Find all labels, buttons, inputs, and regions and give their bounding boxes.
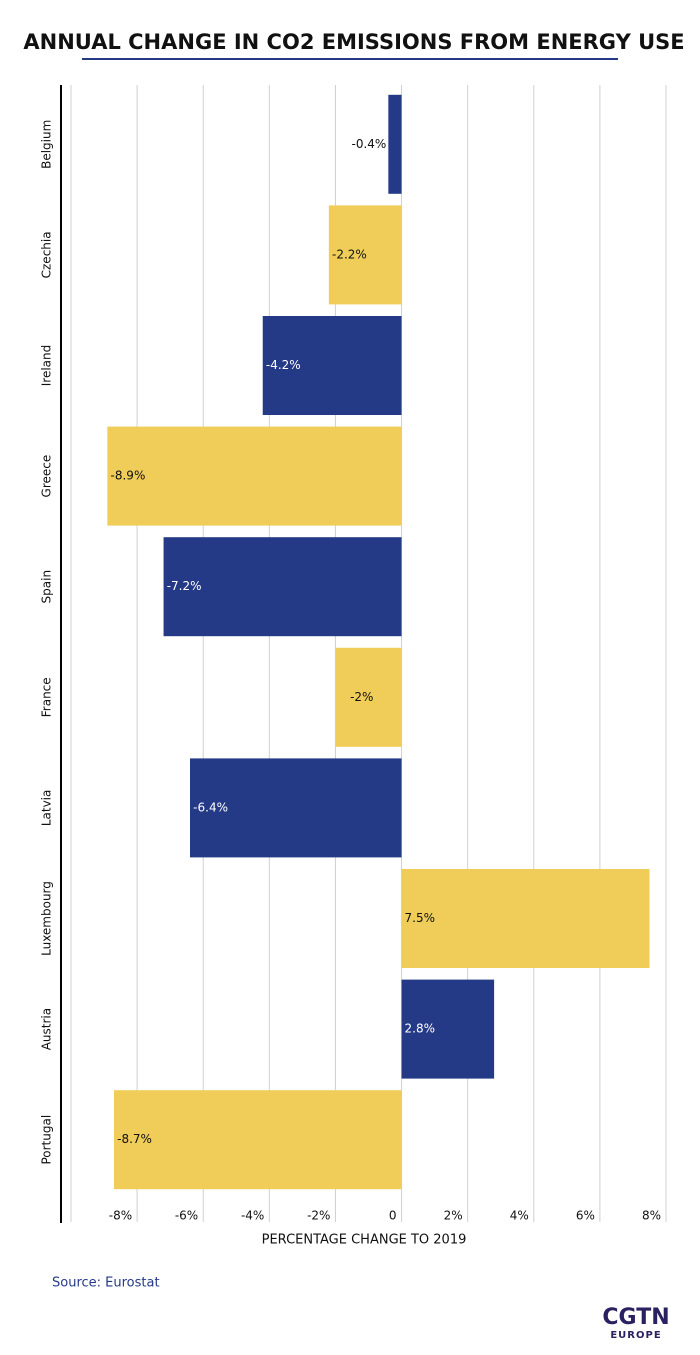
value-label: 2.8% <box>405 1022 436 1036</box>
bar <box>113 1090 402 1190</box>
bar <box>262 316 402 415</box>
x-tick-label: 2% <box>444 1209 463 1223</box>
y-tick-label: Portugal <box>40 1115 54 1165</box>
x-tick-label: -8% <box>109 1209 132 1223</box>
y-tick-label: Ireland <box>40 345 54 387</box>
y-tick-label: Luxembourg <box>40 881 54 956</box>
source: Source: Eurostat <box>52 1276 160 1291</box>
x-tick-label: 6% <box>576 1209 595 1223</box>
x-tick-label: -2% <box>307 1209 330 1223</box>
value-label: -4.2% <box>266 358 301 372</box>
bar <box>190 758 402 858</box>
value-label: -6.4% <box>193 800 228 814</box>
y-tick-label: Latvia <box>40 790 54 827</box>
y-tick-label: Austria <box>40 1008 54 1050</box>
value-label: -7.2% <box>167 579 202 593</box>
value-label: -8.7% <box>117 1132 152 1146</box>
logo: CGTN <box>602 1305 669 1330</box>
y-tick-label: Czechia <box>40 231 54 278</box>
bar <box>328 205 402 305</box>
value-label: -2.2% <box>332 247 367 261</box>
bar <box>335 647 402 747</box>
y-tick-label: Spain <box>40 570 54 604</box>
chart-title: ANNUAL CHANGE IN CO2 EMISSIONS FROM ENER… <box>23 30 684 54</box>
bar <box>388 94 402 194</box>
bar <box>163 537 402 637</box>
y-tick-label: Greece <box>40 455 54 498</box>
bars: -0.4% Belgium -2.2% Czechia -4.2% Ireland -8.9… <box>40 94 650 1190</box>
value-label: -0.4% <box>352 137 387 151</box>
value-label: 7.5% <box>405 911 436 925</box>
x-tick-label: 0 <box>389 1209 397 1223</box>
bar <box>107 426 402 526</box>
bar <box>401 869 650 968</box>
x-tick-label: -6% <box>175 1209 198 1223</box>
bar <box>401 979 495 1079</box>
logo-sub: EUROPE <box>610 1330 661 1341</box>
x-tick-label: 4% <box>510 1209 529 1223</box>
value-label: -2% <box>350 690 373 704</box>
value-label: -8.9% <box>111 469 146 483</box>
x-tick-label: 8% <box>642 1209 661 1223</box>
y-tick-label: France <box>40 677 54 717</box>
x-axis-title: PERCENTAGE CHANGE TO 2019 <box>262 1233 467 1248</box>
y-tick-label: Belgium <box>40 120 54 169</box>
x-tick-label: -4% <box>241 1209 264 1223</box>
